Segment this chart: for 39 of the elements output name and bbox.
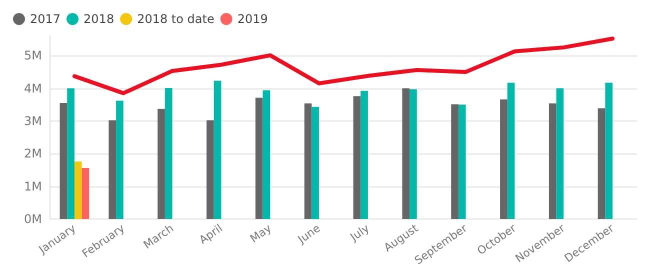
bar [548, 103, 556, 219]
y-tick-label: 4M [24, 81, 42, 96]
bar [458, 104, 466, 219]
bar [108, 120, 116, 219]
legend-label: 2017 [30, 12, 61, 26]
bar [605, 82, 613, 219]
y-tick-label: 3M [24, 114, 42, 128]
bar [402, 88, 410, 219]
bar [312, 106, 320, 219]
bar [82, 168, 90, 219]
x-tick-label: May [248, 221, 274, 246]
bar [262, 90, 270, 219]
y-tick-label: 0M [24, 212, 42, 226]
bar [214, 80, 222, 219]
bar [598, 108, 606, 219]
bar [116, 100, 124, 219]
bar [74, 161, 82, 219]
bar [164, 88, 172, 219]
bar [500, 99, 508, 219]
bar [410, 89, 417, 219]
bar [67, 88, 74, 219]
bar [304, 103, 312, 219]
bar [360, 90, 368, 219]
bar [451, 104, 458, 219]
bar [60, 102, 68, 219]
y-tick-label: 2M [24, 146, 42, 161]
bar [255, 98, 263, 219]
y-tick-label: 1M [24, 179, 42, 194]
bar [158, 108, 165, 219]
x-tick-label: July [347, 221, 372, 244]
y-tick-label: 5M [24, 48, 42, 63]
legend-label: 2018 [84, 12, 114, 26]
legend-label: 2019 [237, 12, 268, 26]
legend-label: 2018 to date [137, 12, 214, 26]
line-series [72, 36, 615, 96]
bar [206, 120, 214, 219]
bar [507, 82, 515, 219]
bar [353, 96, 361, 219]
bar [556, 88, 564, 219]
